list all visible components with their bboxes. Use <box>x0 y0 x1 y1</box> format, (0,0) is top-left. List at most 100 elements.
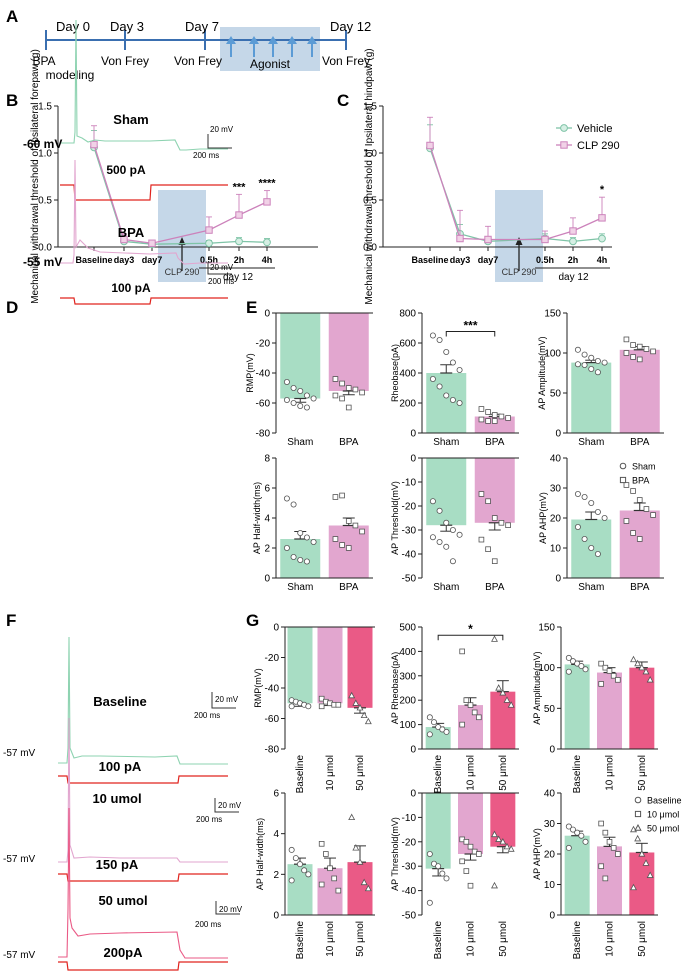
data-point <box>606 668 613 674</box>
y-axis-label: AP Half-width(ms) <box>255 818 265 890</box>
bar <box>490 793 516 847</box>
data-point <box>636 343 643 350</box>
data-point <box>505 415 511 421</box>
x-tick-label: Baseline <box>411 255 448 265</box>
data-point <box>610 845 617 851</box>
data-point <box>485 409 491 415</box>
stim-bpa <box>60 297 228 305</box>
legend-label: CLP 290 <box>577 140 620 152</box>
data-point <box>634 834 642 842</box>
legend-marker <box>619 462 627 470</box>
data-point <box>443 875 450 882</box>
traces-d: Sham BPA -60 mV -55 mV 500 pA 100 pA 20 … <box>23 19 234 305</box>
y-tick-label: 10 <box>544 880 556 891</box>
bar-chart-e-rmp: Sham BPA -80 -60 -40 -20 0 RMP(mV) <box>245 309 373 448</box>
treatment-arrowhead <box>178 237 186 245</box>
data-point <box>449 558 456 565</box>
x-tick-label: 50 μmol <box>637 755 648 791</box>
data-point <box>443 392 450 399</box>
data-point <box>581 536 588 543</box>
data-point <box>360 878 368 886</box>
y-tick-label: 2 <box>273 870 279 881</box>
y-tick-label: 40 <box>544 789 556 800</box>
scale-mv-d1: 20 mV <box>210 125 234 134</box>
data-point <box>565 844 572 851</box>
data-point <box>478 491 485 497</box>
data-point <box>643 346 650 352</box>
y-tick-label: 600 <box>399 339 416 350</box>
y-tick-label: 6 <box>273 789 279 800</box>
data-point <box>485 498 491 504</box>
data-point <box>426 714 433 721</box>
y-tick-label: 4 <box>264 514 270 525</box>
data-point <box>491 412 498 418</box>
data-point <box>507 701 515 708</box>
y-tick-label: 0.5 <box>363 196 377 207</box>
trace-label-sham: Sham <box>113 112 148 127</box>
bar <box>474 458 515 523</box>
day-0-label: Day 0 <box>56 19 90 34</box>
y-tick-label: -30 <box>402 526 417 537</box>
data-point <box>283 545 290 552</box>
x-tick-label: 4h <box>597 255 608 265</box>
panel-letter-d: D <box>6 298 18 317</box>
data-point <box>429 534 436 541</box>
data-point <box>288 877 295 884</box>
agonist-arrow <box>226 36 236 44</box>
stim-sham <box>60 184 228 201</box>
legend-label: Sham <box>632 462 656 472</box>
bar-chart-g-ap-rheobase: Baseline 10 μmol 50 μmol 0 100 200 300 400 500 AP… <box>390 622 519 793</box>
y-tick-label: 0 <box>273 623 279 634</box>
y-tick-label: -80 <box>265 745 280 756</box>
data-point <box>288 846 295 853</box>
data-point <box>574 524 581 531</box>
data-point <box>345 404 352 411</box>
data-point <box>456 366 463 373</box>
data-point <box>332 392 339 399</box>
data-point <box>478 416 485 423</box>
data-point <box>352 522 359 529</box>
data-point <box>352 699 360 706</box>
data-point <box>485 418 491 424</box>
data-point <box>449 396 456 403</box>
data-point <box>345 545 352 551</box>
data-point <box>288 703 295 710</box>
data-point <box>449 527 456 534</box>
trace-sham <box>60 19 228 151</box>
bar-chart-e-rheobase: Sham BPA 0 200 400 600 800 Rheobase(pA) *** <box>390 309 519 448</box>
y-tick-label: 50 <box>550 389 562 400</box>
voltage-baseline: -57 mV <box>3 748 36 759</box>
legend-label: Vehicle <box>577 123 612 135</box>
current-baseline: 100 pA <box>99 759 142 774</box>
data-point <box>582 666 589 673</box>
agonist-arrow-stem <box>253 44 255 57</box>
data-point <box>503 842 511 850</box>
data-point <box>339 395 345 402</box>
y-tick-label: 0 <box>264 309 270 320</box>
current-10umol: 150 pA <box>96 857 139 872</box>
scale-bar-f2 <box>214 798 239 813</box>
data-point <box>290 554 297 561</box>
bar-chart-g-ap-amplitude: Baseline 10 μmol 50 μmol 0 50 100 150 AP Amplit… <box>532 623 658 793</box>
data-point <box>615 851 621 857</box>
data-point <box>574 829 581 836</box>
x-tick-label: 2h <box>234 255 245 265</box>
significance-marker: * <box>468 622 473 636</box>
data-point <box>352 386 359 393</box>
group-label: day 12 <box>558 272 588 283</box>
data-point <box>436 336 443 343</box>
data-point <box>588 354 595 361</box>
data-point <box>471 709 478 716</box>
data-point <box>636 497 643 503</box>
y-tick-label: -20 <box>402 502 417 513</box>
timeline: Day 0 Day 3 Day 7 Day 12 BPA modeling Vo… <box>32 19 371 82</box>
scale-ms-f2: 200 ms <box>196 815 222 824</box>
data-point <box>456 399 463 406</box>
y-tick-label: 100 <box>538 663 555 674</box>
event-von-frey-day12: Von Frey <box>322 54 370 68</box>
data-point <box>565 823 572 830</box>
data-point <box>290 501 297 508</box>
legend-label: Baseline <box>647 796 682 806</box>
